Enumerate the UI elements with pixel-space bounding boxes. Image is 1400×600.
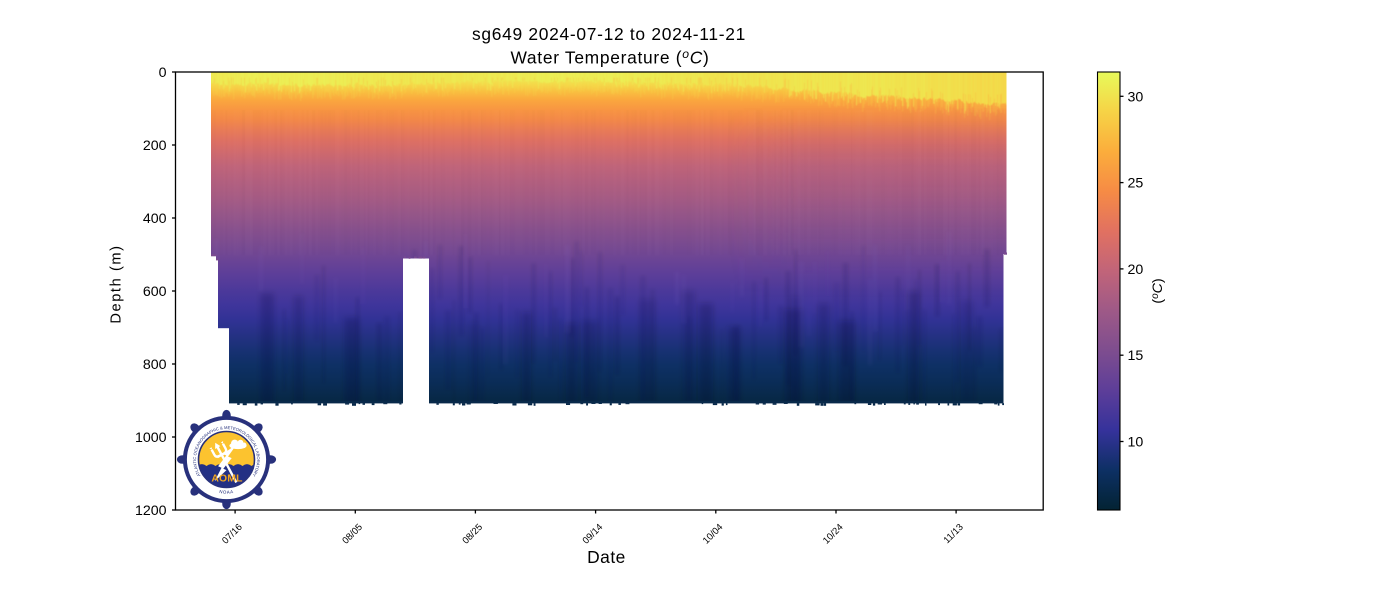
svg-text:200: 200 [143,138,167,154]
svg-text:600: 600 [143,284,167,300]
svg-text:Depth (m): Depth (m) [109,244,125,323]
svg-text:Date: Date [587,547,626,567]
svg-text:800: 800 [143,357,167,373]
svg-text:sg649 2024-07-12 to 2024-11-21: sg649 2024-07-12 to 2024-11-21 [472,24,746,44]
svg-text:25: 25 [1128,176,1144,192]
svg-text:0: 0 [159,65,167,81]
svg-text:30: 30 [1128,89,1144,105]
svg-text:1200: 1200 [135,503,167,519]
svg-text:Water Temperature (oC): Water Temperature (oC) [510,47,709,67]
svg-text:400: 400 [143,211,167,227]
svg-text:AOML: AOML [211,473,243,484]
svg-text:10: 10 [1128,435,1144,451]
svg-text:20: 20 [1128,262,1144,278]
svg-text:NOAA: NOAA [219,489,234,495]
svg-text:15: 15 [1128,348,1144,364]
svg-text:(oC): (oC) [1150,278,1166,303]
svg-text:1000: 1000 [135,430,167,446]
